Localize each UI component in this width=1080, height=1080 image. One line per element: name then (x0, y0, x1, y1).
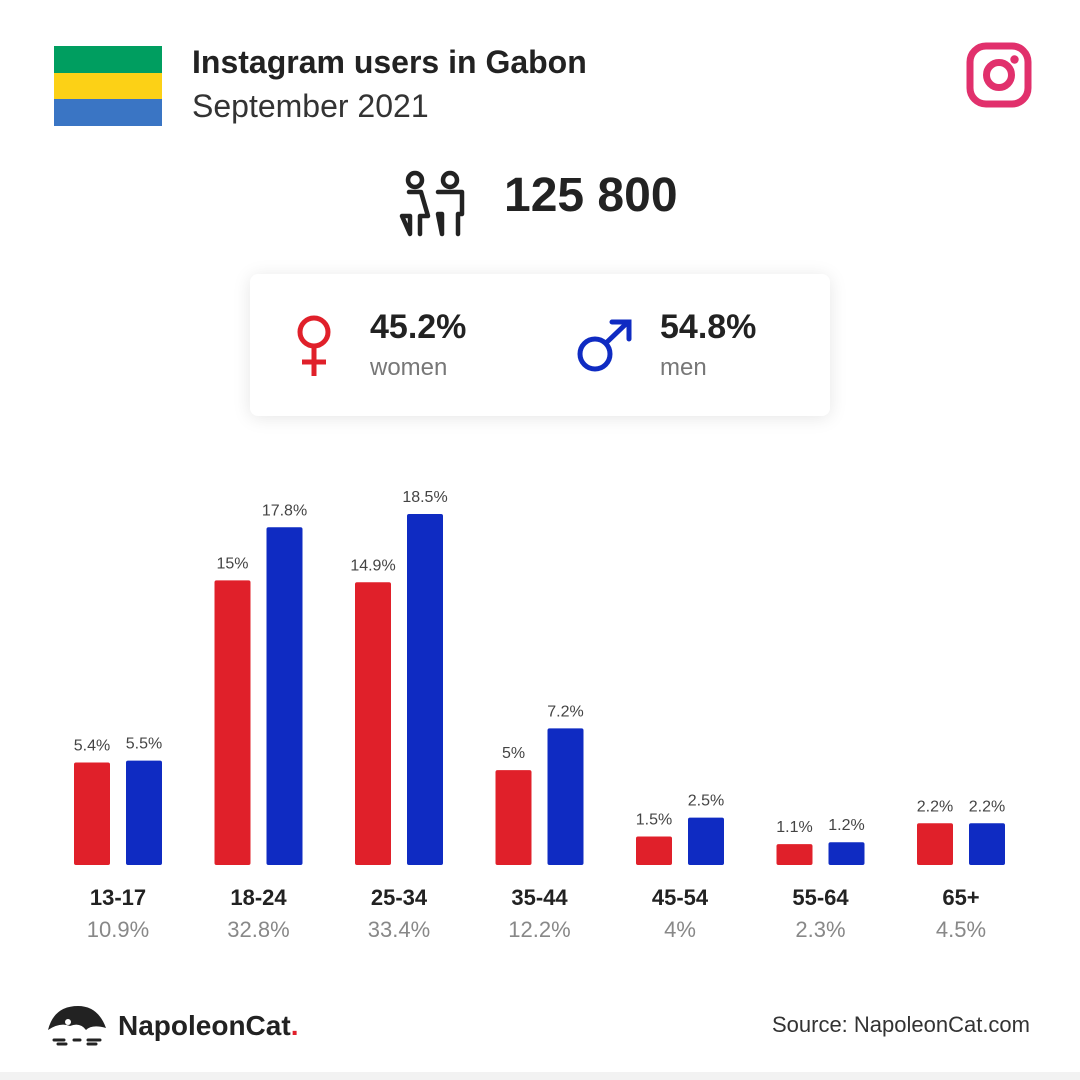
bar-women-13-17 (74, 762, 110, 865)
total-users: 125 800 (504, 169, 678, 222)
category-total-45-54: 4% (664, 917, 696, 942)
category-label-65+: 65+ (942, 885, 979, 910)
male-icon (577, 319, 632, 372)
brand-dot: . (290, 1010, 299, 1041)
category-total-25-34: 33.4% (368, 917, 430, 942)
bar-women-35-44 (495, 770, 532, 865)
bar-men-13-17 (126, 760, 162, 865)
bar-women-25-34 (355, 582, 391, 865)
category-label-18-24: 18-24 (230, 885, 287, 910)
bar-women-65+ (917, 823, 953, 865)
category-total-35-44: 12.2% (508, 917, 570, 942)
bar-men-25-34 (407, 514, 443, 865)
bar-women-18-24 (214, 580, 251, 865)
flag-stripe-yellow (54, 72, 162, 100)
people-icon (399, 170, 465, 237)
women-percentage: 45.2% (370, 308, 467, 346)
napoleoncat-logo-icon (48, 1006, 106, 1046)
bar-label-women-13-17: 5.4% (74, 738, 110, 755)
source-credit: Source: NapoleonCat.com (771, 1012, 1030, 1037)
men-label: men (660, 354, 707, 381)
age-gender-bar-chart: 5.4% 5.5% 13-17 10.9% 15% 17.8% 18-24 32.8% 14.9… (74, 489, 1005, 942)
bar-label-men-45-54: 2.5% (688, 793, 724, 810)
category-total-13-17: 10.9% (87, 917, 149, 942)
page-title: Instagram users in Gabon (192, 44, 587, 80)
bar-men-55-64 (828, 842, 865, 865)
bar-women-55-64 (776, 844, 813, 865)
bar-men-65+ (969, 823, 1005, 865)
bar-label-men-65+: 2.2% (969, 798, 1005, 815)
women-label: women (370, 354, 448, 381)
bar-men-35-44 (547, 728, 584, 865)
bottom-strip (0, 1072, 1080, 1080)
category-label-25-34: 25-34 (371, 885, 428, 910)
bar-label-women-45-54: 1.5% (636, 812, 672, 829)
bar-label-men-13-17: 5.5% (126, 736, 162, 753)
brand-name: NapoleonCat. (118, 1010, 298, 1042)
category-label-35-44: 35-44 (511, 885, 568, 910)
bar-label-women-35-44: 5% (502, 745, 525, 762)
female-icon (297, 315, 331, 376)
instagram-icon (966, 42, 1032, 108)
bar-label-men-35-44: 7.2% (547, 703, 583, 720)
gabon-flag-icon (54, 46, 162, 127)
category-label-13-17: 13-17 (90, 885, 146, 910)
bar-label-men-55-64: 1.2% (828, 817, 864, 834)
category-total-65+: 4.5% (936, 917, 986, 942)
bar-women-45-54 (636, 836, 672, 865)
bar-label-women-65+: 2.2% (917, 798, 953, 815)
bar-label-women-25-34: 14.9% (350, 557, 395, 574)
category-total-18-24: 32.8% (227, 917, 289, 942)
bar-label-women-55-64: 1.1% (776, 819, 812, 836)
gender-card: 45.2% women 54.8% men (250, 274, 830, 416)
bar-label-women-18-24: 15% (216, 555, 248, 572)
brand-text: NapoleonCat (118, 1010, 291, 1041)
bar-label-men-18-24: 17.8% (262, 502, 307, 519)
category-label-45-54: 45-54 (652, 885, 709, 910)
page-subtitle: September 2021 (192, 88, 429, 124)
bar-label-men-25-34: 18.5% (402, 489, 447, 506)
bar-men-45-54 (688, 817, 724, 865)
flag-stripe-green (54, 46, 162, 73)
category-label-55-64: 55-64 (792, 885, 849, 910)
bar-men-18-24 (266, 527, 303, 865)
category-total-55-64: 2.3% (795, 917, 845, 942)
men-percentage: 54.8% (660, 308, 757, 346)
flag-stripe-blue (54, 99, 162, 127)
